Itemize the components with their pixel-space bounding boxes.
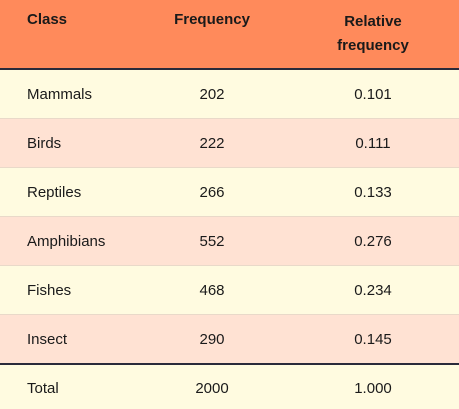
- cell-frequency: 552: [133, 216, 273, 266]
- cell-class: Amphibians: [0, 216, 133, 266]
- cell-class: Insect: [0, 314, 133, 365]
- total-label: Total: [0, 363, 133, 409]
- table-row: Mammals 202 0.101: [0, 69, 459, 119]
- cell-frequency: 266: [133, 167, 273, 217]
- cell-class: Fishes: [0, 265, 133, 315]
- table-row: Reptiles 266 0.133: [0, 167, 459, 217]
- cell-class: Birds: [0, 118, 133, 168]
- cell-relative: 0.276: [273, 216, 459, 266]
- table-footer: Total 2000 1.000: [0, 363, 459, 409]
- cell-class: Reptiles: [0, 167, 133, 217]
- cell-frequency: 468: [133, 265, 273, 315]
- header-class: Class: [0, 0, 133, 70]
- header-relative-line1: Relative: [344, 13, 402, 30]
- header-relative-frequency: Relative frequency: [273, 0, 459, 70]
- table-row: Insect 290 0.145: [0, 314, 459, 365]
- total-relative: 1.000: [273, 363, 459, 409]
- table-row: Birds 222 0.111: [0, 118, 459, 168]
- total-row: Total 2000 1.000: [0, 363, 459, 409]
- total-frequency: 2000: [133, 363, 273, 409]
- header-frequency: Frequency: [133, 0, 273, 70]
- cell-relative: 0.145: [273, 314, 459, 365]
- cell-relative: 0.111: [273, 118, 459, 168]
- table-row: Fishes 468 0.234: [0, 265, 459, 315]
- header-relative-line2: frequency: [337, 37, 409, 54]
- cell-relative: 0.234: [273, 265, 459, 315]
- cell-class: Mammals: [0, 69, 133, 119]
- cell-frequency: 202: [133, 69, 273, 119]
- cell-frequency: 222: [133, 118, 273, 168]
- header-row: Class Frequency Relative frequency: [0, 0, 459, 70]
- cell-relative: 0.133: [273, 167, 459, 217]
- table-header: Class Frequency Relative frequency: [0, 0, 459, 70]
- cell-relative: 0.101: [273, 69, 459, 119]
- table-row: Amphibians 552 0.276: [0, 216, 459, 266]
- cell-frequency: 290: [133, 314, 273, 365]
- table-body: Mammals 202 0.101 Birds 222 0.111 Reptil…: [0, 69, 459, 365]
